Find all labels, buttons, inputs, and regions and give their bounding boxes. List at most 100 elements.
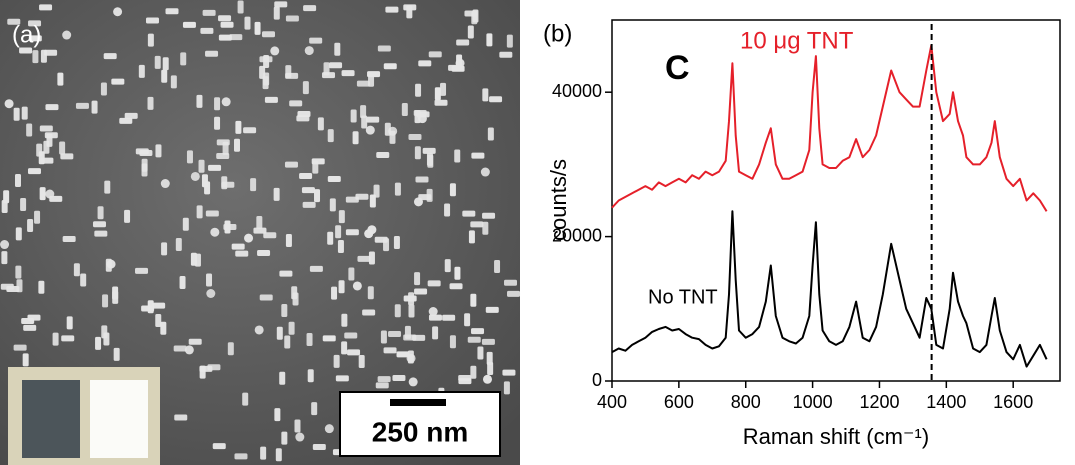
nanorod: [338, 280, 345, 294]
nanorod: [288, 321, 295, 335]
nanorod: [347, 349, 361, 356]
x-tick-label: 800: [731, 392, 761, 412]
nanorod: [75, 102, 89, 109]
nanorod: [235, 120, 242, 134]
nanorod: [36, 143, 43, 157]
nanorod: [254, 325, 264, 335]
nanorod: [113, 7, 123, 17]
nanorod: [482, 212, 496, 219]
nanorod: [274, 1, 288, 8]
nanorod: [471, 152, 485, 159]
nanorod: [414, 288, 428, 295]
nanorod: [449, 183, 456, 197]
nanorod: [377, 45, 391, 52]
nanorod: [165, 8, 179, 15]
nanorod: [256, 215, 263, 229]
nanorod: [312, 444, 326, 451]
nanorod: [218, 34, 232, 41]
nanorod: [449, 283, 463, 290]
nanorod: [348, 267, 355, 281]
inset-photo: [8, 367, 160, 465]
nanorod: [273, 6, 280, 20]
nanorod: [205, 50, 219, 57]
nanorod: [45, 104, 59, 111]
nanorod: [482, 88, 489, 102]
nanorod: [309, 37, 323, 44]
nanorod: [338, 210, 345, 224]
nanorod: [403, 4, 417, 11]
nanorod: [477, 346, 484, 360]
nanorod: [415, 176, 429, 183]
nanorod: [360, 105, 367, 119]
nanorod: [180, 52, 187, 66]
scale-bar: [390, 399, 446, 406]
nanorod: [188, 338, 202, 345]
nanorod: [73, 263, 80, 277]
nanorod: [234, 453, 248, 460]
nanorod: [202, 9, 216, 16]
nanorod: [480, 167, 490, 177]
nanorod: [124, 112, 138, 119]
nanorod: [66, 316, 73, 330]
nanorod: [28, 20, 42, 27]
nanorod: [311, 158, 325, 165]
nanorod: [200, 27, 214, 34]
nanorod: [119, 117, 133, 124]
nanorod: [414, 146, 421, 160]
nanorod: [468, 230, 475, 244]
nanorod: [145, 17, 159, 24]
nanorod: [369, 194, 376, 208]
nanorod: [44, 49, 58, 56]
nanorod: [329, 198, 336, 212]
nanorod: [392, 374, 406, 381]
x-tick-label: 1400: [926, 392, 966, 412]
nanorod: [155, 144, 162, 158]
nanorod: [333, 354, 340, 368]
nanorod: [504, 279, 518, 286]
nanorod: [194, 253, 201, 267]
nanorod: [464, 10, 478, 17]
nanorod: [206, 288, 216, 298]
substrate-white: [90, 380, 148, 458]
nanorod: [451, 65, 465, 72]
nanorod: [281, 431, 288, 445]
nanorod: [1, 199, 8, 213]
nanorod: [61, 335, 75, 342]
nanorod: [275, 448, 282, 462]
nanorod: [224, 220, 231, 234]
nanorod: [111, 78, 125, 85]
nanorod: [317, 117, 324, 131]
nanorod: [404, 325, 411, 339]
nanorod: [377, 376, 391, 383]
nanorod: [196, 205, 203, 219]
nanorod: [385, 6, 399, 13]
nanorod: [97, 206, 104, 220]
nanorod: [506, 34, 513, 48]
nanorod: [250, 178, 257, 192]
nanorod: [206, 273, 213, 287]
nanorod: [352, 131, 359, 145]
nanorod: [138, 64, 145, 78]
nanorod: [175, 238, 182, 252]
nanorod: [393, 235, 400, 249]
nanorod: [335, 375, 349, 382]
nanorod: [254, 21, 261, 35]
nanorod: [375, 382, 389, 389]
nanorod: [26, 123, 33, 137]
nanorod: [27, 168, 41, 175]
nanorod: [345, 229, 359, 236]
nanorod: [60, 153, 74, 160]
nanorod: [15, 265, 22, 279]
annotation: 10 μg TNT: [740, 27, 854, 54]
nanorod: [95, 336, 102, 350]
nanorod: [198, 159, 205, 173]
nanorod: [221, 97, 231, 107]
nanorod: [1, 251, 8, 265]
nanorod: [434, 87, 441, 101]
x-axis-label: Raman shift (cm⁻¹): [743, 424, 929, 449]
nanorod: [39, 187, 46, 201]
nanorod: [139, 150, 153, 157]
nanorod: [190, 171, 200, 181]
nanorod: [101, 325, 108, 339]
